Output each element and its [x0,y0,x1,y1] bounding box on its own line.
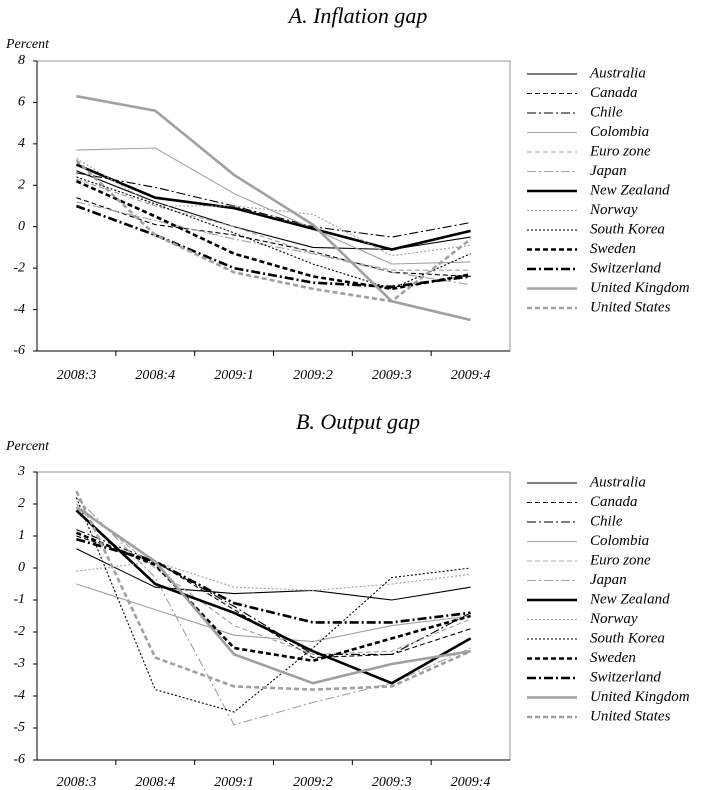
series-line [76,178,471,271]
y-tick-label: -6 [13,343,25,358]
legend-label: Colombia [590,533,649,549]
x-tick-label: 2009:2 [293,775,333,790]
series-line [76,94,471,322]
x-tick-label: 2009:4 [451,775,491,790]
y-tick-label: 8 [18,53,25,68]
legend-label: Japan [590,163,627,179]
legend-label: United Kingdom [590,689,690,705]
y-tick-label: -6 [13,752,25,767]
legend-label: Australia [589,474,646,490]
legend-label: Norway [589,202,638,218]
y-tick-label: 1 [18,528,25,543]
y-tick-label: 4 [18,136,25,151]
y-tick-label: 2 [18,496,25,511]
series-line [76,497,471,726]
legend-label: Australia [589,65,646,81]
y-tick-label: 6 [18,95,25,110]
legend-label: New Zealand [589,591,670,607]
series-line [76,172,471,238]
x-tick-label: 2009:4 [451,368,491,383]
series-line [76,548,471,601]
y-tick-label: -5 [13,720,25,735]
x-tick-label: 2009:1 [214,775,254,790]
y-tick-label: -2 [13,260,25,275]
x-tick-label: 2008:4 [135,368,175,383]
legend-label: Switzerland [590,260,661,276]
y-tick-label: -4 [13,302,25,317]
series-line [75,506,471,685]
series-line [75,204,471,289]
legend-label: United Kingdom [590,280,690,296]
plot-frame [36,60,511,352]
legend-label: United States [590,708,671,724]
series-line [75,509,472,685]
legend-label: Euro zone [589,143,651,159]
series-line [75,179,471,291]
legend-label: South Korea [590,630,665,646]
y-tick-label: -1 [13,592,25,607]
series-line [76,157,471,257]
series-line [76,537,471,624]
x-tick-label: 2009:1 [214,368,254,383]
y-axis-label: Percent [5,439,50,454]
y-tick-label: -3 [13,656,25,671]
series-line [76,529,471,655]
legend-label: Japan [590,572,627,588]
series-line [76,170,471,251]
series-line [76,197,471,277]
legend-label: Sweden [590,241,636,257]
series-line [76,176,471,290]
legend-label: South Korea [590,221,665,237]
x-tick-label: 2009:2 [293,368,333,383]
x-tick-label: 2008:3 [57,775,97,790]
x-tick-label: 2008:3 [57,368,97,383]
legend-label: United States [590,299,671,315]
series-line [76,583,471,643]
x-tick-label: 2009:3 [372,775,412,790]
y-tick-label: 2 [18,178,25,193]
y-axis-label: Percent [5,37,50,52]
series-line [75,497,471,713]
legend-label: New Zealand [589,182,670,198]
y-tick-label: 0 [18,219,25,234]
legend-label: Sweden [590,650,636,666]
legend-label: Canada [590,494,638,510]
series-line [76,535,471,659]
legend-label: Euro zone [589,552,651,568]
legend-label: Canada [590,85,638,101]
y-tick-label: 0 [18,560,25,575]
series-line [75,163,471,251]
series-line [76,147,471,265]
chart-title: B. Output gap [296,409,420,434]
series-line [76,201,471,286]
legend-label: Chile [590,104,623,120]
y-tick-label: -4 [13,688,25,703]
x-tick-label: 2009:3 [372,368,412,383]
series-line [75,490,472,691]
chart-title: A. Inflation gap [287,3,428,28]
y-tick-label: 3 [17,464,25,479]
legend-label: Colombia [590,124,649,140]
legend-label: Chile [590,513,623,529]
y-tick-label: -2 [13,624,25,639]
x-tick-label: 2008:4 [135,775,175,790]
series-line [75,159,472,303]
legend-label: Switzerland [590,669,661,685]
legend-label: Norway [589,611,638,627]
series-line [76,561,471,591]
